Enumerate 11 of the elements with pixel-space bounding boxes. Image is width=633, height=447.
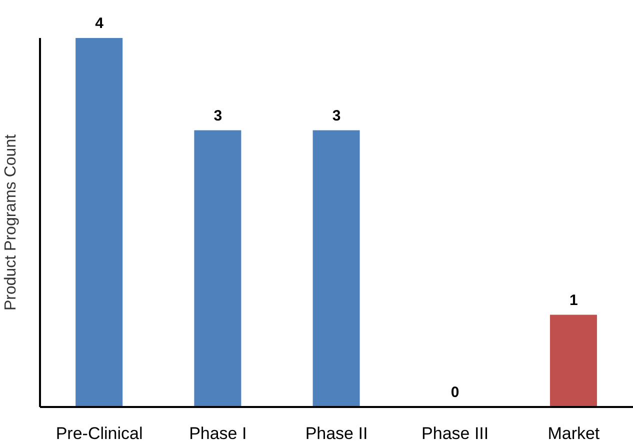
- y-axis-title: Product Programs Count: [2, 134, 20, 311]
- x-tick-label: Phase II: [305, 424, 368, 444]
- data-label: 1: [570, 292, 578, 309]
- x-tick-label: Phase I: [189, 424, 247, 444]
- data-label: 3: [332, 107, 341, 124]
- x-tick-label: Phase III: [422, 424, 489, 444]
- x-tick-label: Market: [548, 424, 600, 444]
- data-label: 0: [450, 384, 460, 401]
- data-label: 4: [95, 15, 104, 32]
- data-label: 3: [214, 107, 222, 124]
- x-tick-label: Pre-Clinical: [56, 424, 143, 444]
